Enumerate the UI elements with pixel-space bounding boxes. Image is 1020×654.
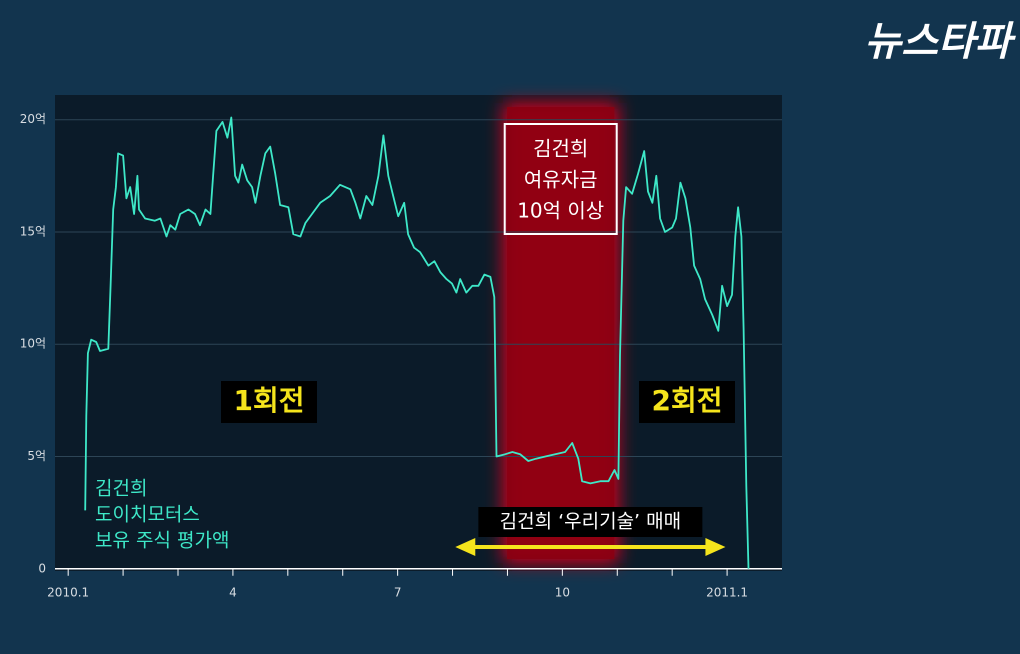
series-line xyxy=(84,116,750,569)
phase-box xyxy=(639,381,735,423)
annotation-text: 김건희 xyxy=(533,137,588,161)
phase-box xyxy=(221,381,317,423)
y-tick-label: 15억 xyxy=(20,224,46,238)
phase-label: 1회전 xyxy=(233,384,304,417)
series-label: 도이치모터스 xyxy=(95,504,200,526)
annotation-box xyxy=(503,123,618,235)
x-tick-label: 10 xyxy=(555,585,570,599)
logo: 뉴스타파 xyxy=(864,19,1016,65)
arrow-label: 김건희 ‘우리기술’ 매매 xyxy=(500,511,681,533)
plot-area xyxy=(55,95,782,571)
annotation-text: 10억 이상 xyxy=(517,199,604,223)
y-tick-label: 20억 xyxy=(20,112,46,126)
arrow-head xyxy=(455,538,476,556)
arrow-head xyxy=(705,538,726,556)
y-tick-label: 0 xyxy=(38,561,46,575)
series-label: 김건희 xyxy=(95,478,147,500)
x-tick-label: 4 xyxy=(229,585,237,599)
x-tick-label: 7 xyxy=(394,585,402,599)
y-tick-label: 10억 xyxy=(20,337,46,351)
y-tick-label: 5억 xyxy=(27,449,46,463)
x-tick-label: 2011.1 xyxy=(706,585,748,599)
arrow-label-box xyxy=(478,507,703,537)
x-tick-label: 2010.1 xyxy=(47,585,89,599)
highlight-band xyxy=(507,107,615,559)
series-label: 보유 주식 평가액 xyxy=(95,530,229,552)
annotation-text: 여유자금 xyxy=(524,168,598,192)
phase-label: 2회전 xyxy=(651,384,722,417)
